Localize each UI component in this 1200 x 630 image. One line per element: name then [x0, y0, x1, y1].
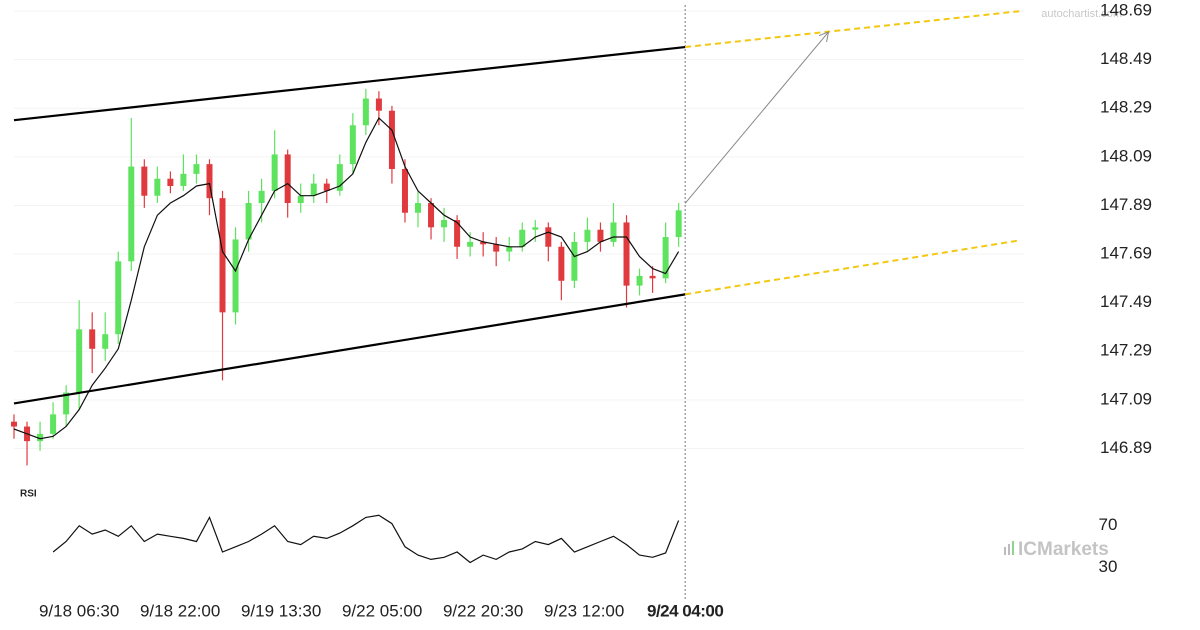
moving-average — [13, 117, 680, 440]
candle-body — [480, 241, 487, 245]
candle-body — [662, 237, 669, 279]
candle-body — [115, 261, 122, 335]
candle-body — [428, 203, 435, 228]
candle-body — [310, 183, 317, 196]
logo-bar — [1008, 544, 1010, 555]
candle-body — [336, 164, 343, 191]
y-tick-label: 148.29 — [1100, 98, 1152, 117]
candle-body — [584, 229, 591, 242]
y-tick-label: 147.69 — [1100, 244, 1152, 263]
rsi-tick-label: 30 — [1099, 557, 1118, 576]
candle-body — [141, 166, 148, 196]
candle-body — [323, 183, 330, 191]
candle-body — [675, 210, 682, 238]
candle-body — [571, 241, 578, 281]
candle-body — [284, 154, 291, 204]
candle-body — [454, 220, 461, 247]
y-tick-label: 147.09 — [1100, 389, 1152, 408]
candle-body — [623, 222, 630, 286]
candle-body — [232, 239, 239, 313]
forecast-arrow — [684, 32, 828, 204]
upper-channel-line — [13, 45, 686, 122]
rsi-label: RSI — [20, 489, 37, 500]
upper-projection-line — [685, 10, 1021, 49]
candle-body — [636, 275, 643, 286]
candle-body — [89, 329, 96, 349]
y-tick-label: 148.69 — [1100, 1, 1152, 20]
x-tick-label: 9/19 13:30 — [241, 601, 321, 620]
candle-body — [193, 164, 200, 174]
x-tick-label: 9/18 22:00 — [140, 601, 220, 620]
candle-body — [415, 203, 421, 213]
candle-body — [102, 334, 109, 349]
lower-projection-line — [685, 239, 1021, 296]
y-tick-label: 147.89 — [1100, 195, 1152, 214]
logo-bar — [1004, 547, 1006, 555]
candle-body — [11, 421, 17, 427]
candle-body — [545, 227, 552, 247]
candle-body — [467, 241, 474, 247]
rsi-tick-label: 70 — [1099, 515, 1118, 534]
y-tick-label: 146.89 — [1100, 438, 1152, 457]
y-tick-label: 148.49 — [1100, 49, 1152, 68]
candle-body — [558, 246, 565, 281]
candle-body — [271, 154, 278, 191]
candle-body — [37, 433, 44, 442]
x-tick-label: 9/22 20:30 — [443, 601, 523, 620]
candle-body — [128, 166, 135, 262]
x-tick-label: 9/24 04:00 — [647, 601, 723, 620]
y-tick-label: 147.29 — [1100, 341, 1152, 360]
candle-body — [519, 229, 526, 247]
x-tick-label: 9/23 12:00 — [544, 601, 624, 620]
candle-body — [297, 195, 304, 204]
candle-body — [154, 178, 161, 196]
candle-body — [63, 392, 70, 415]
source-watermark: autochartist.com — [1041, 8, 1122, 20]
candle-body — [506, 246, 513, 252]
brand-text: ICMarkets — [1018, 539, 1109, 560]
candle-body — [206, 164, 213, 199]
candle-body — [401, 169, 408, 213]
candle-body — [649, 275, 656, 279]
lower-channel-line — [13, 293, 686, 405]
candle-body — [375, 98, 382, 111]
candle-body — [219, 198, 226, 313]
candle-body — [180, 173, 187, 187]
candle-body — [245, 203, 252, 240]
candle-body — [493, 244, 500, 252]
x-tick-label: 9/18 06:30 — [39, 601, 119, 620]
candle-body — [349, 125, 356, 165]
candle-body — [532, 227, 539, 230]
candle-body — [597, 229, 604, 242]
candle-body — [258, 190, 265, 204]
candle-body — [362, 98, 369, 126]
y-tick-label: 147.49 — [1100, 292, 1152, 311]
candle-body — [76, 329, 83, 393]
y-tick-label: 148.09 — [1100, 146, 1152, 165]
brand-logo: ICMarkets — [1004, 539, 1109, 560]
candle-body — [50, 414, 57, 434]
logo-bar — [1012, 541, 1014, 555]
candle-body — [441, 220, 448, 228]
candle-body — [610, 222, 617, 242]
x-tick-label: 9/22 05:00 — [342, 601, 422, 620]
rsi-line — [52, 514, 680, 564]
candle-body — [167, 178, 174, 187]
candle-body — [388, 110, 395, 170]
